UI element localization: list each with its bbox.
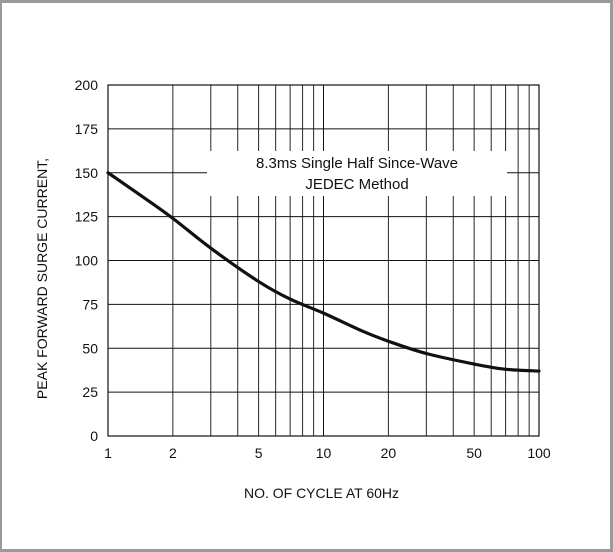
y-tick-label: 200: [75, 77, 99, 93]
y-axis-label: PEAK FORWARD SURGE CURRENT,: [34, 158, 50, 399]
annotation-box: [207, 151, 507, 196]
series-line: [106, 171, 541, 373]
y-tick-label: 100: [75, 253, 99, 269]
plot-frame: [107, 84, 540, 437]
x-tick-labels: 1 2 5 10 20 50 100: [104, 445, 551, 461]
data-point: [144, 198, 147, 201]
x-tick-label: 100: [527, 445, 551, 461]
x-tick-label: 10: [316, 445, 332, 461]
annotation-line-1: 8.3ms Single Half Since-Wave: [256, 155, 458, 172]
data-point: [209, 247, 212, 250]
grid: [108, 85, 539, 436]
data-point: [322, 312, 325, 315]
x-tick-label: 5: [255, 445, 263, 461]
data-point: [257, 280, 260, 283]
y-tick-label: 75: [82, 296, 98, 312]
annotation-line-2: JEDEC Method: [305, 176, 408, 193]
data-point: [504, 368, 507, 371]
y-tick-label: 150: [75, 165, 99, 181]
y-tick-label: 125: [75, 209, 99, 225]
data-point: [171, 217, 174, 220]
data-point: [538, 370, 541, 373]
panel-border-top: [0, 0, 613, 3]
data-point: [107, 171, 110, 174]
y-tick-label: 25: [82, 384, 98, 400]
x-tick-label: 20: [381, 445, 397, 461]
data-point: [387, 340, 390, 343]
data-point: [360, 329, 363, 332]
x-axis-label: NO. OF CYCLE AT 60Hz: [244, 485, 399, 501]
data-point: [473, 363, 476, 366]
x-tick-label: 2: [169, 445, 177, 461]
x-tick-label: 1: [104, 445, 112, 461]
y-tick-labels: 0 25 50 75 100 125 150 175 200: [75, 77, 99, 444]
panel-border-bottom: [0, 549, 613, 552]
y-tick-label: 50: [82, 340, 98, 356]
y-tick-label: 0: [90, 428, 98, 444]
x-tick-label: 50: [466, 445, 482, 461]
panel-border-right: [610, 0, 613, 552]
data-point: [425, 352, 428, 355]
y-tick-label: 175: [75, 121, 99, 137]
data-point: [289, 298, 292, 301]
panel-border-left: [0, 0, 2, 552]
